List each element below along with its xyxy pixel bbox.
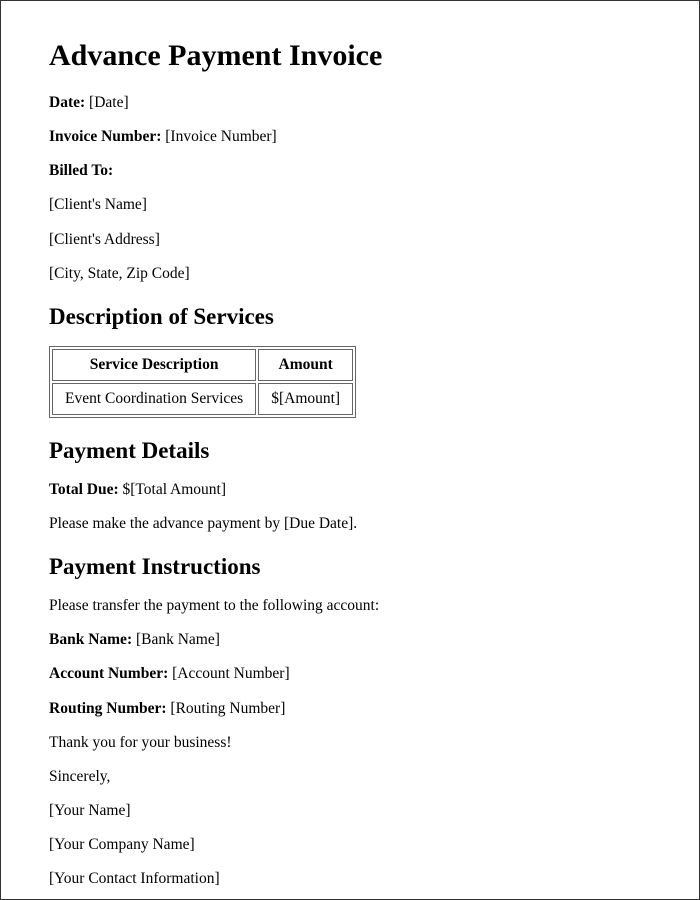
total-due-value: $[Total Amount]: [123, 481, 227, 498]
account-number-line: Account Number: [Account Number]: [49, 664, 651, 684]
invoice-number-line: Invoice Number: [Invoice Number]: [49, 127, 651, 147]
total-due-line: Total Due: $[Total Amount]: [49, 480, 651, 500]
total-due-label: Total Due:: [49, 481, 119, 498]
routing-number-line: Routing Number: [Routing Number]: [49, 699, 651, 719]
payment-details-heading: Payment Details: [49, 438, 651, 464]
billed-to-line: Billed To:: [49, 161, 651, 181]
cell-amount: $[Amount]: [258, 383, 353, 415]
instructions-intro: Please transfer the payment to the follo…: [49, 596, 651, 616]
client-address: [Client's Address]: [49, 230, 651, 250]
bank-name-value: [Bank Name]: [136, 631, 220, 648]
client-name: [Client's Name]: [49, 195, 651, 215]
cell-service-description: Event Coordination Services: [52, 383, 256, 415]
routing-number-value: [Routing Number]: [170, 700, 285, 717]
col-amount: Amount: [258, 349, 353, 381]
bank-name-line: Bank Name: [Bank Name]: [49, 630, 651, 650]
client-city-state-zip: [City, State, Zip Code]: [49, 264, 651, 284]
invoice-number-label: Invoice Number:: [49, 128, 161, 145]
table-row: Event Coordination Services $[Amount]: [52, 383, 353, 415]
page-title: Advance Payment Invoice: [49, 39, 651, 73]
your-contact: [Your Contact Information]: [49, 869, 651, 889]
invoice-number-value: [Invoice Number]: [165, 128, 276, 145]
account-number-label: Account Number:: [49, 665, 168, 682]
thanks: Thank you for your business!: [49, 733, 651, 753]
services-heading: Description of Services: [49, 304, 651, 330]
due-note: Please make the advance payment by [Due …: [49, 514, 651, 534]
sincerely: Sincerely,: [49, 767, 651, 787]
date-label: Date:: [49, 94, 85, 111]
your-name: [Your Name]: [49, 801, 651, 821]
invoice-page: Advance Payment Invoice Date: [Date] Inv…: [0, 0, 700, 900]
date-value: [Date]: [89, 94, 129, 111]
billed-to-label: Billed To:: [49, 162, 113, 179]
services-table: Service Description Amount Event Coordin…: [49, 346, 356, 418]
your-company: [Your Company Name]: [49, 835, 651, 855]
col-service-description: Service Description: [52, 349, 256, 381]
payment-instructions-heading: Payment Instructions: [49, 554, 651, 580]
routing-number-label: Routing Number:: [49, 700, 167, 717]
table-header-row: Service Description Amount: [52, 349, 353, 381]
date-line: Date: [Date]: [49, 93, 651, 113]
bank-name-label: Bank Name:: [49, 631, 132, 648]
account-number-value: [Account Number]: [172, 665, 290, 682]
